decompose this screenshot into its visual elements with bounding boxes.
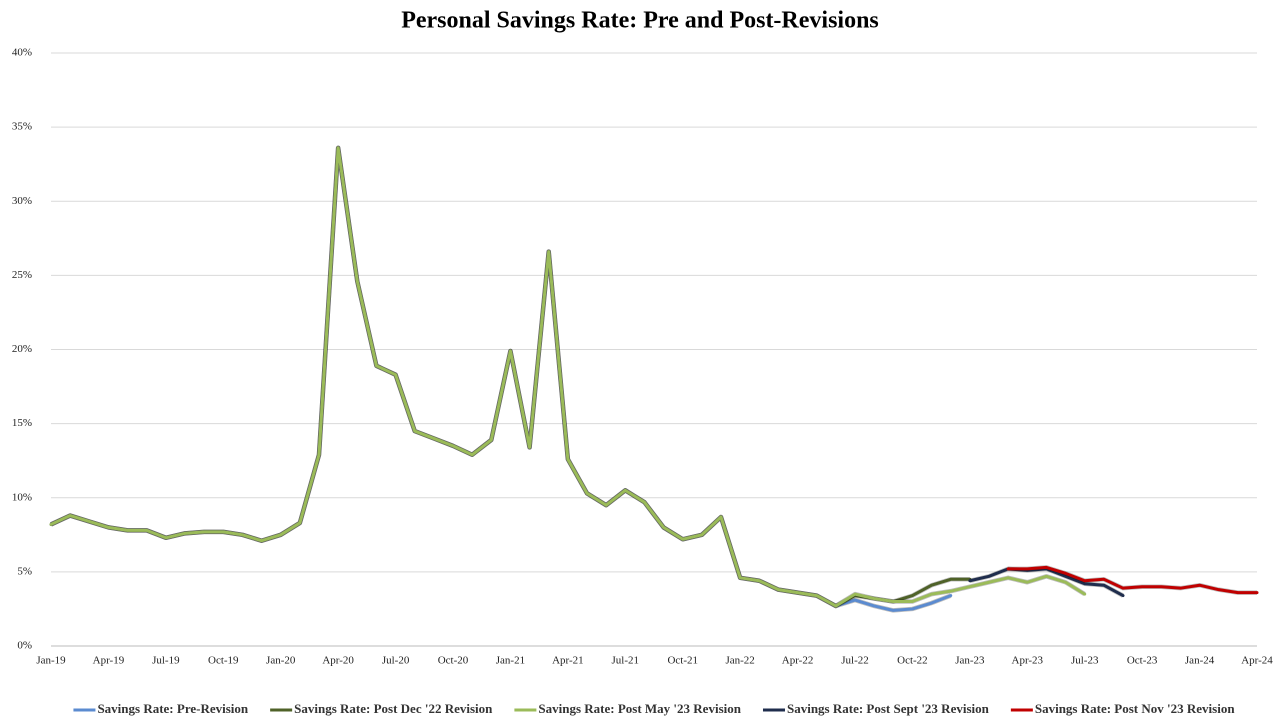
y-tick-label: 0% [17, 640, 32, 652]
x-tick-label: Jan-24 [1185, 655, 1215, 667]
chart-title: Personal Savings Rate: Pre and Post-Revi… [401, 8, 879, 34]
x-tick-label: Jan-23 [955, 655, 985, 667]
x-tick-label: Jul-21 [612, 655, 640, 667]
legend-item: Savings Rate: Pre-Revision [73, 701, 249, 716]
y-tick-label: 30% [12, 195, 32, 207]
legend-item: Savings Rate: Post Nov '23 Revision [1010, 701, 1235, 716]
x-tick-label: Jul-19 [152, 655, 180, 667]
y-tick-label: 25% [12, 269, 32, 281]
x-tick-label: Apr-23 [1012, 655, 1044, 667]
x-tick-label: Apr-24 [1241, 655, 1273, 667]
x-tick-label: Oct-23 [1127, 655, 1158, 667]
x-tick-label: Oct-22 [897, 655, 928, 667]
y-tick-label: 20% [12, 343, 32, 355]
x-tick-label: Jan-19 [36, 655, 66, 667]
x-tick-label: Jan-20 [266, 655, 296, 667]
x-tick-label: Apr-19 [93, 655, 125, 667]
x-tick-label: Jan-22 [725, 655, 754, 667]
y-tick-label: 15% [12, 417, 32, 429]
legend-item: Savings Rate: Post Sept '23 Revision [762, 701, 990, 716]
legend-item: Savings Rate: Post May '23 Revision [514, 701, 742, 716]
legend: Savings Rate: Pre-Revision Savings Rate: … [73, 701, 1235, 716]
x-tick-label: Apr-21 [552, 655, 584, 667]
series-line [1006, 565, 1259, 595]
y-tick-label: 5% [17, 565, 32, 577]
legend-item: Savings Rate: Post Dec '22 Revision [270, 701, 493, 716]
x-tick-label: Jul-23 [1071, 655, 1099, 667]
x-tick-label: Jul-22 [841, 655, 869, 667]
x-tick-label: Apr-22 [782, 655, 814, 667]
y-tick-label: 10% [12, 491, 32, 503]
x-tick-label: Jul-20 [382, 655, 410, 667]
x-tick-label: Apr-20 [322, 655, 354, 667]
x-tick-label: Jan-21 [496, 655, 525, 667]
legend-label: Savings Rate: Pre-Revision [97, 701, 248, 716]
legend-label: Savings Rate: Post Sept '23 Revision [787, 701, 990, 716]
y-tick-label: 40% [12, 47, 32, 59]
legend-label: Savings Rate: Post Nov '23 Revision [1035, 701, 1235, 716]
legend-label: Savings Rate: Post Dec '22 Revision [294, 701, 493, 716]
series-line [49, 146, 1087, 608]
y-tick-label: 35% [12, 121, 32, 133]
grid [51, 52, 1257, 647]
x-tick-label: Oct-21 [667, 655, 698, 667]
legend-label: Savings Rate: Post May '23 Revision [538, 701, 741, 716]
x-tick-label: Oct-19 [208, 655, 239, 667]
lines [49, 145, 1259, 613]
x-tick-label: Oct-20 [438, 655, 469, 667]
axes: 0% 5% 10% 15% 20% 25% 30% 35% 40% Jan-19 Apr-19 Jul… [12, 47, 1273, 667]
